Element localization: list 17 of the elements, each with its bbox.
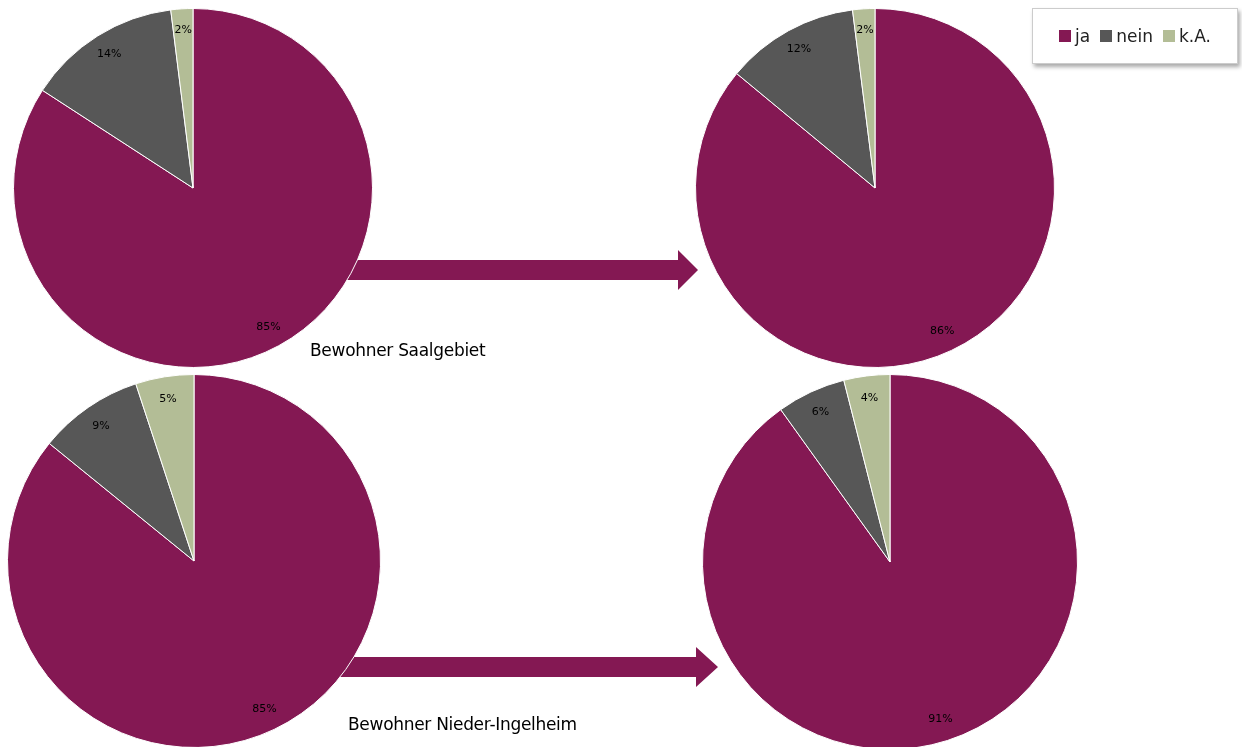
data-label: 6% <box>811 405 830 419</box>
data-label: 85% <box>252 702 277 716</box>
data-label: 14% <box>96 47 122 61</box>
data-label: 91% <box>928 711 953 725</box>
text: Bewohner Nieder-Ingelheim <box>348 714 577 734</box>
data-label: 86% <box>930 323 955 337</box>
legend-label: k.A. <box>1178 26 1211 46</box>
data-label: 12% <box>786 42 812 56</box>
data-label: 5% <box>159 391 177 405</box>
data-label: 2% <box>856 23 874 37</box>
legend-label: ja <box>1075 26 1091 46</box>
data-label: 9% <box>92 418 110 432</box>
data-label: 4% <box>860 391 879 405</box>
data-label: 85% <box>256 319 281 333</box>
data-label: 2% <box>174 23 192 37</box>
legend-label: nein <box>1116 26 1153 46</box>
text: Bewohner Saalgebiet <box>310 340 486 360</box>
